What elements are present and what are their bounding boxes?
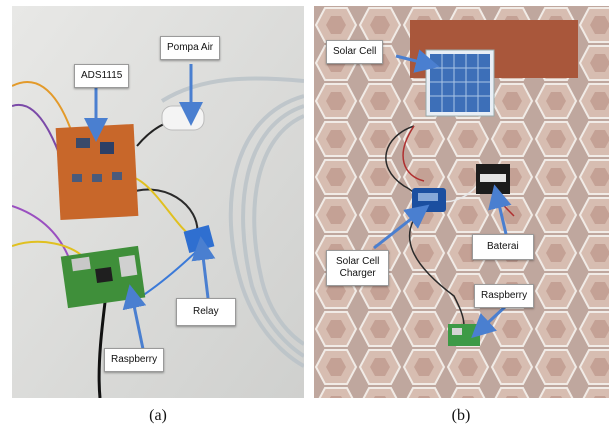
label-raspberry-a: Raspberry xyxy=(104,348,165,372)
label-pompa-air: Pompa Air xyxy=(160,36,221,60)
pointer-arrows-b xyxy=(373,49,512,339)
label-relay: Relay xyxy=(176,298,236,326)
solar-panel xyxy=(425,49,495,117)
label-solar-cell: Solar Cell xyxy=(326,40,384,64)
label-raspberry-b: Raspberry xyxy=(474,284,535,308)
photo-panel-a: ADS1115 Pompa Air Relay Raspberry xyxy=(12,6,304,398)
photo-a-drawing xyxy=(12,6,304,398)
raspberry-port xyxy=(452,328,462,335)
pointer-arrows-a xyxy=(84,64,216,350)
water-tube xyxy=(160,76,304,368)
pcb-components xyxy=(72,138,122,182)
label-baterai: Baterai xyxy=(472,234,534,260)
pcb-board xyxy=(55,124,139,220)
label-solar-cell-charger: Solar Cell Charger xyxy=(326,250,390,286)
raspberry-components xyxy=(71,254,138,284)
battery-sticker xyxy=(480,174,506,182)
water-pump xyxy=(161,105,205,131)
charger-display xyxy=(418,193,438,201)
photo-panel-b: Solar Cell Baterai Solar Cell Charger Ra… xyxy=(314,6,609,398)
caption-a: (a) xyxy=(149,407,167,424)
caption-b: (b) xyxy=(451,407,471,424)
label-ads1115: ADS1115 xyxy=(74,64,130,88)
photo-b-drawing xyxy=(314,6,609,398)
